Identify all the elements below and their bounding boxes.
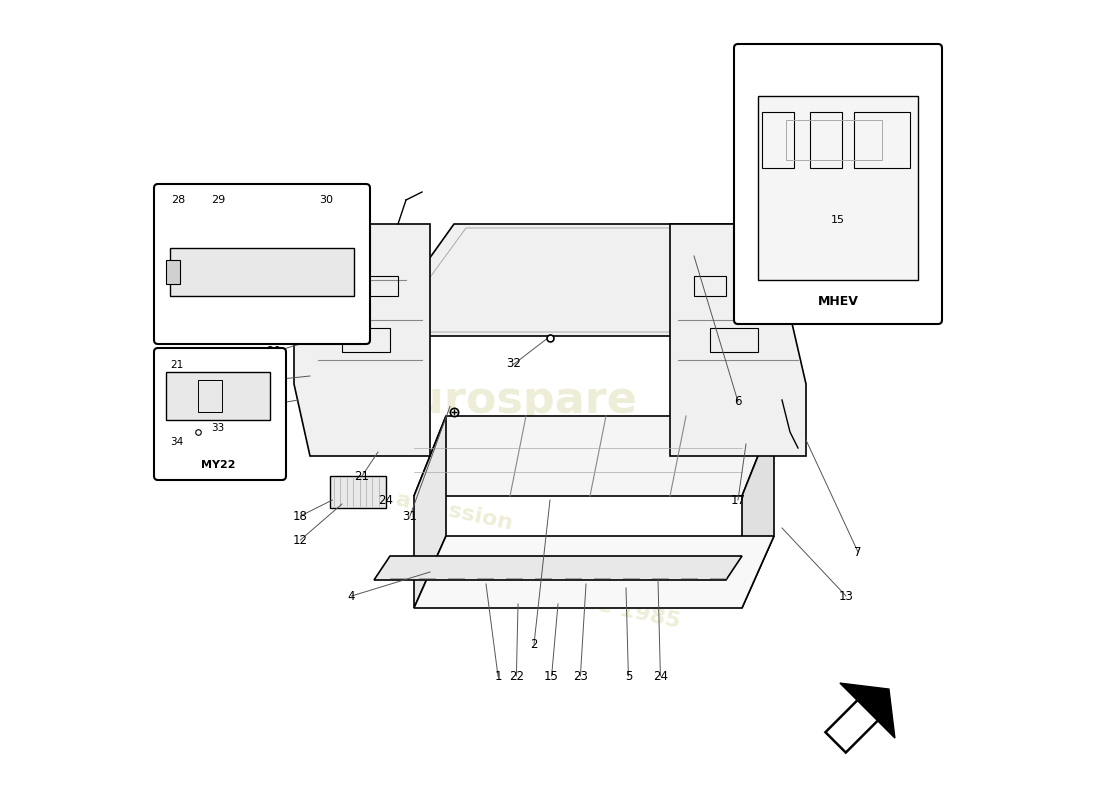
Text: 28: 28 [170, 195, 185, 205]
Polygon shape [374, 556, 742, 580]
Bar [342, 328, 390, 352]
Text: 31: 31 [403, 510, 417, 522]
Text: 8: 8 [204, 410, 211, 422]
Bar [330, 476, 386, 508]
Text: 33: 33 [211, 423, 224, 433]
Polygon shape [374, 224, 806, 336]
Text: 7: 7 [855, 546, 861, 558]
Polygon shape [758, 96, 918, 280]
FancyBboxPatch shape [734, 44, 942, 324]
Text: eurospare: eurospare [383, 378, 637, 422]
Text: 1: 1 [494, 670, 502, 682]
Text: 22: 22 [509, 670, 524, 682]
Text: for detail: for detail [475, 538, 593, 582]
Text: a passion: a passion [394, 490, 515, 534]
Text: 21: 21 [170, 360, 184, 370]
Polygon shape [414, 536, 774, 608]
Polygon shape [414, 416, 446, 608]
Bar [166, 260, 180, 284]
Polygon shape [414, 416, 774, 496]
FancyBboxPatch shape [154, 184, 370, 344]
Text: 4: 4 [348, 590, 355, 602]
Text: 18: 18 [293, 510, 308, 522]
Text: 15: 15 [830, 215, 845, 225]
Polygon shape [825, 695, 882, 753]
Polygon shape [177, 231, 228, 291]
Text: 11: 11 [227, 378, 242, 390]
Polygon shape [294, 224, 430, 456]
Bar [810, 112, 842, 168]
Text: 29: 29 [211, 195, 226, 205]
Text: 24: 24 [378, 494, 394, 506]
Text: MHEV: MHEV [817, 295, 858, 308]
Text: 5: 5 [625, 670, 632, 682]
Polygon shape [840, 683, 895, 738]
Text: 30: 30 [319, 195, 333, 205]
Text: 20: 20 [266, 346, 282, 358]
Bar [762, 112, 794, 168]
Bar [786, 120, 882, 160]
Text: 15: 15 [544, 670, 559, 682]
FancyBboxPatch shape [154, 348, 286, 480]
Polygon shape [166, 372, 270, 420]
Bar [694, 276, 726, 296]
Text: 34: 34 [170, 438, 184, 447]
Text: MY22: MY22 [200, 459, 235, 470]
Text: 13: 13 [838, 590, 854, 602]
Text: 32: 32 [507, 358, 521, 370]
Bar [710, 328, 758, 352]
Polygon shape [187, 219, 249, 277]
Bar [198, 380, 222, 412]
Text: since 1985: since 1985 [546, 584, 682, 632]
Bar [854, 112, 910, 168]
Text: 21: 21 [354, 470, 370, 482]
Polygon shape [742, 416, 774, 608]
Text: 6: 6 [735, 395, 741, 408]
Polygon shape [670, 224, 806, 456]
Text: 17: 17 [730, 494, 746, 506]
Text: 24: 24 [653, 670, 668, 682]
Text: 2: 2 [530, 638, 538, 650]
Text: 23: 23 [573, 670, 587, 682]
Polygon shape [170, 248, 354, 296]
Text: 12: 12 [293, 534, 308, 546]
Bar [366, 276, 398, 296]
